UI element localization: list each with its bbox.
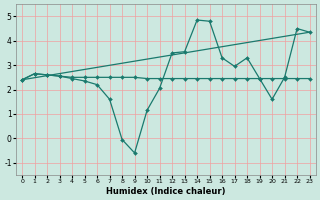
X-axis label: Humidex (Indice chaleur): Humidex (Indice chaleur) xyxy=(106,187,226,196)
